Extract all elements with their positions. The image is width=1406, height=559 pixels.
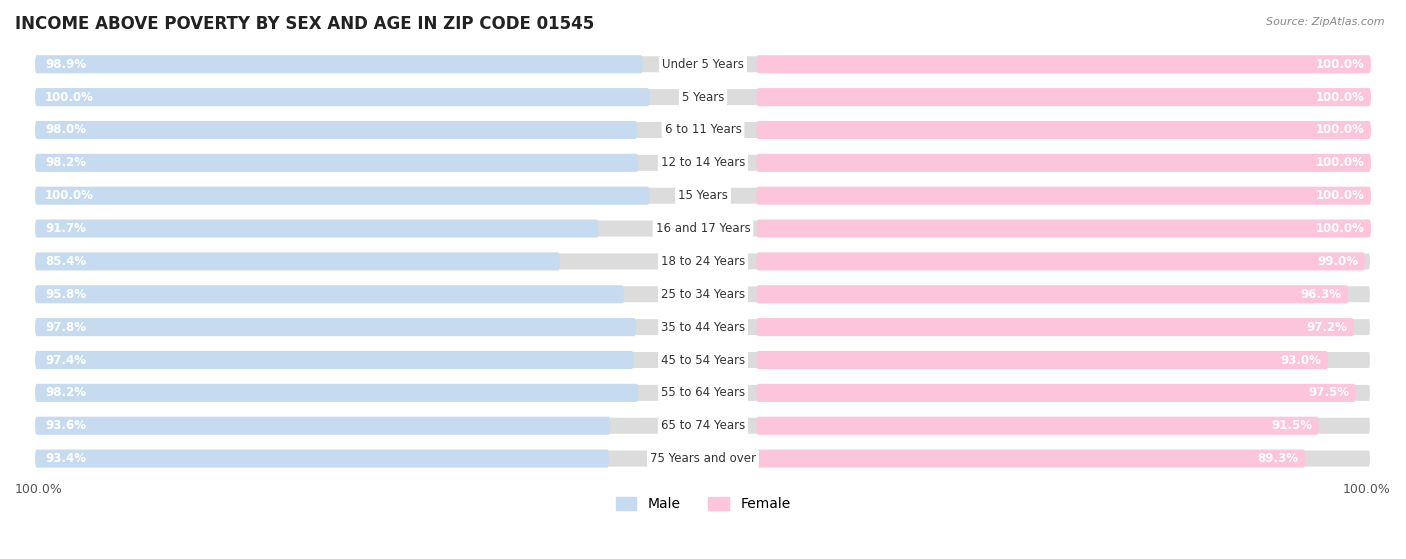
FancyBboxPatch shape — [35, 285, 624, 304]
FancyBboxPatch shape — [35, 449, 1371, 468]
Text: 45 to 54 Years: 45 to 54 Years — [661, 353, 745, 367]
FancyBboxPatch shape — [35, 55, 1371, 73]
Text: Under 5 Years: Under 5 Years — [662, 58, 744, 71]
Text: 5 Years: 5 Years — [682, 91, 724, 103]
Text: 98.2%: 98.2% — [45, 386, 86, 399]
FancyBboxPatch shape — [756, 351, 1327, 369]
Text: 100.0%: 100.0% — [45, 189, 94, 202]
Text: 16 and 17 Years: 16 and 17 Years — [655, 222, 751, 235]
FancyBboxPatch shape — [756, 416, 1319, 435]
FancyBboxPatch shape — [756, 154, 1371, 172]
FancyBboxPatch shape — [756, 384, 1355, 402]
Text: 100.0%: 100.0% — [1316, 157, 1364, 169]
Text: 100.0%: 100.0% — [15, 483, 63, 496]
Text: 98.2%: 98.2% — [45, 157, 86, 169]
Text: 65 to 74 Years: 65 to 74 Years — [661, 419, 745, 432]
Text: 6 to 11 Years: 6 to 11 Years — [665, 124, 741, 136]
Text: 35 to 44 Years: 35 to 44 Years — [661, 321, 745, 334]
Text: 97.4%: 97.4% — [45, 353, 86, 367]
FancyBboxPatch shape — [35, 252, 560, 271]
FancyBboxPatch shape — [756, 88, 1371, 106]
Text: 93.4%: 93.4% — [45, 452, 86, 465]
FancyBboxPatch shape — [35, 449, 609, 468]
FancyBboxPatch shape — [756, 55, 1371, 73]
FancyBboxPatch shape — [756, 220, 1371, 238]
FancyBboxPatch shape — [35, 220, 599, 238]
FancyBboxPatch shape — [35, 285, 1371, 304]
Text: 97.2%: 97.2% — [1306, 321, 1347, 334]
Text: 99.0%: 99.0% — [1317, 255, 1358, 268]
Text: Source: ZipAtlas.com: Source: ZipAtlas.com — [1267, 17, 1385, 27]
Text: INCOME ABOVE POVERTY BY SEX AND AGE IN ZIP CODE 01545: INCOME ABOVE POVERTY BY SEX AND AGE IN Z… — [15, 15, 595, 33]
FancyBboxPatch shape — [35, 384, 1371, 402]
Text: 15 Years: 15 Years — [678, 189, 728, 202]
FancyBboxPatch shape — [35, 252, 1371, 271]
FancyBboxPatch shape — [35, 416, 610, 435]
FancyBboxPatch shape — [756, 449, 1305, 468]
Text: 93.6%: 93.6% — [45, 419, 86, 432]
Text: 85.4%: 85.4% — [45, 255, 86, 268]
FancyBboxPatch shape — [756, 285, 1348, 304]
FancyBboxPatch shape — [35, 351, 634, 369]
Text: 97.8%: 97.8% — [45, 321, 86, 334]
FancyBboxPatch shape — [35, 416, 1371, 435]
FancyBboxPatch shape — [35, 220, 1371, 238]
Text: 25 to 34 Years: 25 to 34 Years — [661, 288, 745, 301]
Text: 95.8%: 95.8% — [45, 288, 86, 301]
Text: 18 to 24 Years: 18 to 24 Years — [661, 255, 745, 268]
Text: 91.5%: 91.5% — [1271, 419, 1312, 432]
FancyBboxPatch shape — [35, 121, 637, 139]
Text: 55 to 64 Years: 55 to 64 Years — [661, 386, 745, 399]
Text: 100.0%: 100.0% — [1316, 58, 1364, 71]
Legend: Male, Female: Male, Female — [610, 491, 796, 517]
Text: 93.0%: 93.0% — [1281, 353, 1322, 367]
Text: 91.7%: 91.7% — [45, 222, 86, 235]
Text: 100.0%: 100.0% — [1316, 91, 1364, 103]
Text: 98.9%: 98.9% — [45, 58, 86, 71]
Text: 12 to 14 Years: 12 to 14 Years — [661, 157, 745, 169]
FancyBboxPatch shape — [35, 88, 650, 106]
FancyBboxPatch shape — [35, 154, 1371, 172]
Text: 89.3%: 89.3% — [1257, 452, 1299, 465]
FancyBboxPatch shape — [35, 318, 1371, 336]
FancyBboxPatch shape — [35, 351, 1371, 369]
FancyBboxPatch shape — [35, 55, 643, 73]
Text: 97.5%: 97.5% — [1308, 386, 1348, 399]
FancyBboxPatch shape — [35, 88, 1371, 106]
FancyBboxPatch shape — [756, 252, 1365, 271]
Text: 100.0%: 100.0% — [1316, 189, 1364, 202]
FancyBboxPatch shape — [35, 384, 638, 402]
FancyBboxPatch shape — [756, 187, 1371, 205]
Text: 98.0%: 98.0% — [45, 124, 86, 136]
FancyBboxPatch shape — [35, 187, 650, 205]
Text: 96.3%: 96.3% — [1301, 288, 1341, 301]
FancyBboxPatch shape — [35, 121, 1371, 139]
FancyBboxPatch shape — [756, 121, 1371, 139]
FancyBboxPatch shape — [35, 154, 638, 172]
FancyBboxPatch shape — [35, 318, 636, 336]
Text: 100.0%: 100.0% — [1316, 124, 1364, 136]
Text: 100.0%: 100.0% — [45, 91, 94, 103]
Text: 75 Years and over: 75 Years and over — [650, 452, 756, 465]
FancyBboxPatch shape — [756, 318, 1354, 336]
FancyBboxPatch shape — [35, 187, 1371, 205]
Text: 100.0%: 100.0% — [1316, 222, 1364, 235]
Text: 100.0%: 100.0% — [1343, 483, 1391, 496]
